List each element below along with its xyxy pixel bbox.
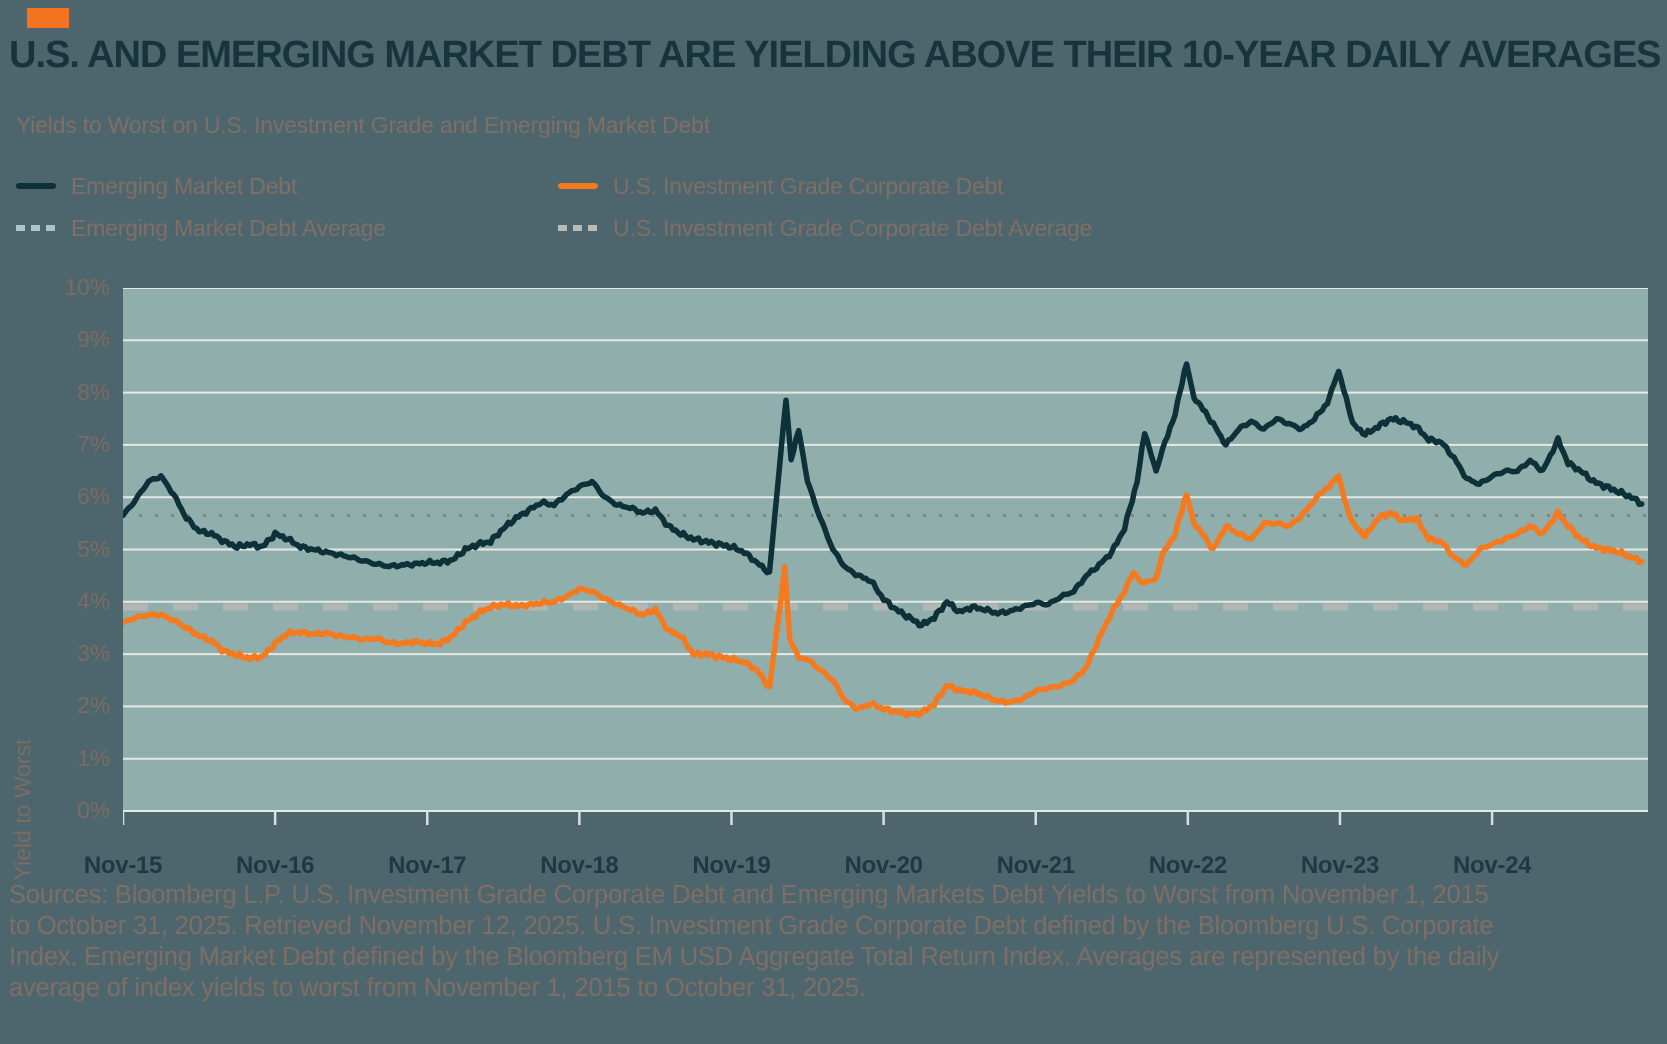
y-axis-title: Yield to Worst <box>9 738 36 881</box>
x-tick-label: Nov-19 <box>692 852 771 879</box>
legend-label: U.S. Investment Grade Corporate Debt <box>613 172 1004 199</box>
y-tick-label: 5% <box>77 535 110 562</box>
x-tick-label: Nov-21 <box>996 852 1076 879</box>
y-tick-label: 9% <box>77 326 110 353</box>
source-line: Index. Emerging Market Debt defined by t… <box>9 943 1500 971</box>
legend-label: U.S. Investment Grade Corporate Debt Ave… <box>613 214 1093 241</box>
x-tick-label: Nov-18 <box>540 852 619 879</box>
legend-item-em-debt: Emerging Market Debt <box>16 172 298 199</box>
x-tick-label: Nov-23 <box>1300 852 1380 879</box>
x-tick-label: Nov-16 <box>235 852 315 879</box>
y-tick-label: 2% <box>77 692 110 719</box>
y-tick-label: 6% <box>77 483 110 510</box>
em-debt-average-swatch <box>16 225 56 231</box>
ig-debt-swatch <box>558 183 598 189</box>
chart-subtitle: Yields to Worst on U.S. Investment Grade… <box>16 112 710 138</box>
x-tick-label: Nov-15 <box>83 852 163 879</box>
source-line: average of index yields to worst from No… <box>9 974 866 1002</box>
legend-item-em-debt-average: Emerging Market Debt Average <box>16 214 386 241</box>
y-tick-label: 10% <box>64 274 111 300</box>
y-tick-label: 1% <box>77 744 110 771</box>
legend-item-ig-debt: U.S. Investment Grade Corporate Debt <box>558 172 1004 199</box>
legend-label: Emerging Market Debt <box>71 172 298 199</box>
x-tick-label: Nov-17 <box>388 852 467 879</box>
accent-bar <box>27 8 69 28</box>
x-tick-label: Nov-24 <box>1452 852 1532 879</box>
page-title: U.S. AND EMERGING MARKET DEBT ARE YIELDI… <box>9 34 1662 76</box>
legend-item-ig-debt-average: U.S. Investment Grade Corporate Debt Ave… <box>558 214 1093 241</box>
x-tick-label: Nov-22 <box>1148 852 1228 879</box>
em-debt-swatch <box>16 183 56 189</box>
y-tick-label: 3% <box>77 640 110 667</box>
chart-plot <box>123 288 1648 825</box>
y-tick-label: 4% <box>77 587 110 614</box>
legend-label: Emerging Market Debt Average <box>71 214 386 241</box>
y-tick-label: 7% <box>77 430 110 457</box>
ig-debt-line <box>123 473 1645 719</box>
y-tick-label: 0% <box>77 797 110 823</box>
ig-debt-average-swatch <box>558 225 598 231</box>
x-tick-label: Nov-20 <box>844 852 923 879</box>
source-line: Sources: Bloomberg L.P. U.S. Investment … <box>9 881 1489 909</box>
source-note: Sources: Bloomberg L.P. U.S. Investment … <box>9 880 1659 1004</box>
chart-area: 0% 1% 2% 3% 4% 5% 6% 7% 8% 9% 10% Yield to Worst N… <box>0 260 1667 880</box>
x-axis-labels: Nov-15 Nov-16 Nov-17 Nov-18 Nov-19 Nov-20 Nov-… <box>84 288 1648 879</box>
em-debt-line <box>123 361 1645 629</box>
source-line: to October 31, 2025. Retrieved November … <box>9 912 1494 940</box>
y-tick-label: 8% <box>77 378 110 405</box>
